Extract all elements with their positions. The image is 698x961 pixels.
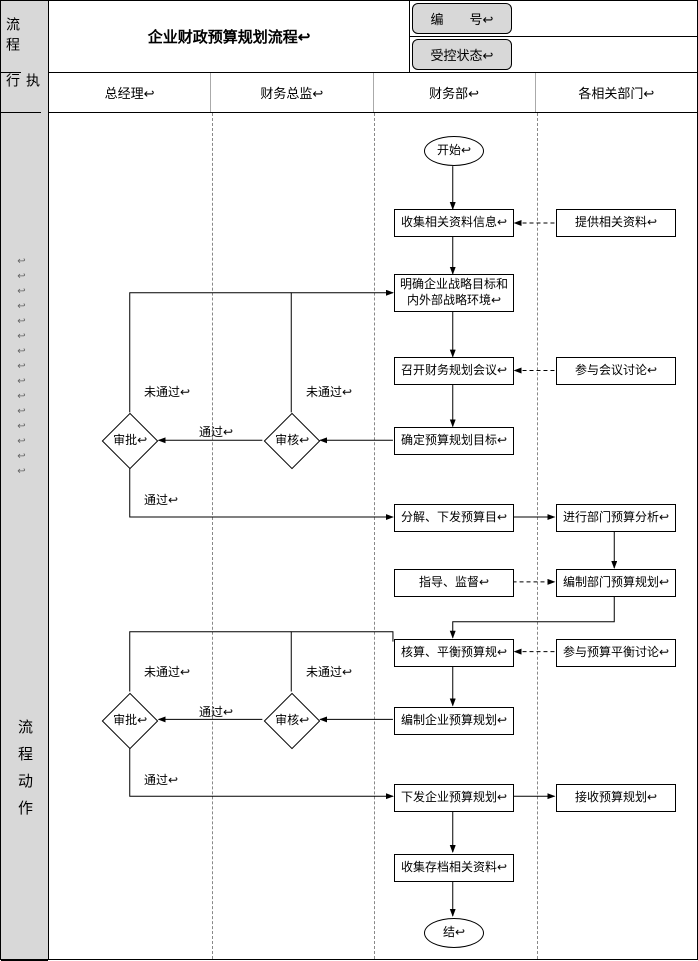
meta-label-status: 受控状态↩ [412, 39, 512, 70]
swimlane-area: 开始↩ 收集相关资料信息↩ 提供相关资料↩ 明确企业战略目标和内外部战略环境↩ … [49, 113, 697, 959]
node-collect-info: 收集相关资料信息↩ [394, 209, 514, 237]
header-row: 企业财政预算规划流程↩ 编 号↩ 受控状态↩ [49, 1, 697, 73]
node-set-targets: 确定预算规划目标↩ [394, 427, 514, 455]
meta-value-number [514, 1, 697, 36]
node-end: 结↩ [424, 918, 484, 948]
node-dept-analysis: 进行部门预算分析↩ [556, 504, 676, 532]
node-approval-2a: 审批↩ [102, 693, 159, 750]
label-fail-2a: 未通过↩ [144, 663, 190, 680]
label-pass-1a: 通过↩ [144, 491, 178, 508]
label-pass-2a: 通过↩ [144, 771, 178, 788]
node-issue: 下发企业预算规划↩ [394, 784, 514, 812]
label-fail-2b: 未通过↩ [306, 663, 352, 680]
label-pass-1b: 通过↩ [199, 423, 233, 440]
flowchart-container: 流程 执行 ↩↩ ↩↩ ↩↩ ↩↩ ↩↩ ↩↩ ↩↩ ↩ 流程动作 企业财政预算… [0, 0, 698, 960]
edges-svg [49, 113, 697, 959]
node-review-2b: 审核↩ [264, 693, 321, 750]
node-approval-1a: 审批↩ [102, 413, 159, 470]
meta-value-status [514, 37, 697, 72]
col-header-cfo: 财务总监↩ [211, 73, 373, 112]
left-label-process: 流程 [1, 1, 21, 73]
left-label-execute: 执行 [1, 73, 41, 113]
col-header-depts: 各相关部门↩ [536, 73, 697, 112]
node-review-1b: 审核↩ [264, 413, 321, 470]
node-compile-ent: 编制企业预算规划↩ [394, 707, 514, 735]
node-compile-dept: 编制部门预算规划↩ [556, 569, 676, 597]
node-archive: 收集存档相关资料↩ [394, 854, 514, 882]
meta-label-number: 编 号↩ [412, 3, 512, 34]
node-balance: 核算、平衡预算规↩ [394, 639, 514, 667]
col-header-finance: 财务部↩ [374, 73, 536, 112]
node-clarify-goals: 明确企业战略目标和内外部战略环境↩ [394, 274, 514, 312]
label-pass-2b: 通过↩ [199, 703, 233, 720]
node-receive: 接收预算规划↩ [556, 784, 676, 812]
node-attend-meeting: 参与会议讨论↩ [556, 357, 676, 385]
lane-divider-1 [212, 113, 213, 959]
meta-box: 编 号↩ 受控状态↩ [409, 1, 697, 72]
lane-divider-3 [537, 113, 538, 959]
column-headers: 总经理↩ 财务总监↩ 财务部↩ 各相关部门↩ [49, 73, 697, 113]
node-balance-discuss: 参与预算平衡讨论↩ [556, 639, 676, 667]
label-fail-1b: 未通过↩ [306, 383, 352, 400]
node-supervise: 指导、监督↩ [394, 569, 514, 597]
node-meeting: 召开财务规划会议↩ [394, 357, 514, 385]
left-sidebar: 流程 执行 ↩↩ ↩↩ ↩↩ ↩↩ ↩↩ ↩↩ ↩↩ ↩ 流程动作 [1, 1, 49, 959]
col-header-gm: 总经理↩ [49, 73, 211, 112]
meta-row-status: 受控状态↩ [410, 37, 697, 72]
left-label-action: ↩↩ ↩↩ ↩↩ ↩↩ ↩↩ ↩↩ ↩↩ ↩ 流程动作 [1, 113, 48, 961]
meta-row-number: 编 号↩ [410, 1, 697, 37]
node-distribute: 分解、下发预算目↩ [394, 504, 514, 532]
node-provide-info: 提供相关资料↩ [556, 209, 676, 237]
label-fail-1a: 未通过↩ [144, 383, 190, 400]
flowchart-title: 企业财政预算规划流程↩ [49, 1, 409, 72]
lane-divider-2 [374, 113, 375, 959]
node-start: 开始↩ [424, 136, 484, 166]
